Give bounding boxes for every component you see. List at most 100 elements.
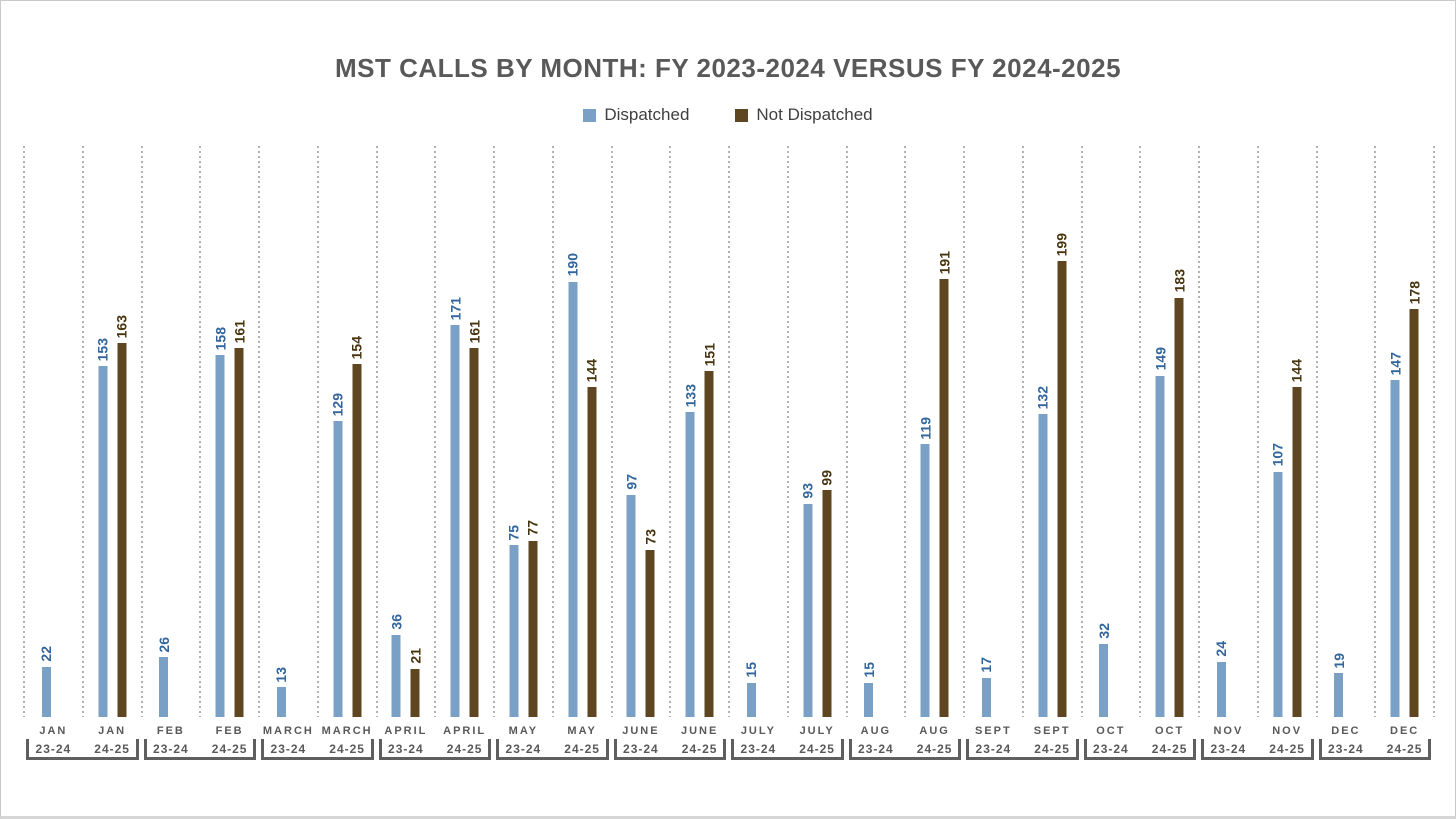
gridline [1139,146,1142,717]
legend-swatch-dispatched-icon [583,108,597,122]
gridline [199,146,202,717]
axis-fy-label: 23-24 [1093,742,1129,756]
legend: Dispatched Not Dispatched [1,105,1455,125]
bar-column: 171 [447,296,464,717]
axis-group-bracket [261,739,374,760]
gridline [845,146,848,717]
bar-column: 132 [1034,386,1051,717]
category-slot: 24 [1199,144,1258,717]
bar-column: 153 [95,338,111,717]
bar-dispatched [920,444,930,717]
bar-value-label: 129 [329,392,346,417]
bar-column: 183 [1171,269,1188,717]
gridline [669,146,672,717]
category-slot: 133 151 [670,144,729,717]
bar-column: 107 [1269,443,1286,717]
axis-month-label: APRIL [443,725,487,737]
axis-group-bracket [731,739,844,760]
bar-value-label: 24 [1213,641,1230,657]
bar-value-label: 161 [466,319,483,343]
bar-pair: 97 73 [623,474,658,717]
bar-dispatched [803,503,813,717]
bar-column: 77 [524,519,541,717]
axis-fy-label: 23-24 [1210,742,1247,756]
bar-value-label: 154 [348,335,365,360]
bar-value-label: 75 [505,524,522,541]
category-slot: 75 77 [494,144,553,717]
legend-swatch-not-dispatched-icon [735,108,749,122]
bar-value-label: 26 [155,636,172,653]
bar-column: 129 [329,392,346,717]
axis-group-bracket [1201,739,1314,760]
axis-fy-label: 24-25 [916,742,953,756]
bar-value-label: 132 [1034,386,1051,410]
axis-group-bracket [26,739,139,760]
bar-value-label: 107 [1269,443,1286,467]
gridline [1080,146,1083,717]
axis-group-bracket [966,739,1079,760]
axis-fy-label: 24-25 [1386,742,1423,756]
bar-not-dispatched [1292,386,1302,717]
bar-value-label: 77 [524,519,541,536]
bar-dispatched [1216,662,1226,717]
axis-fy-label: 24-25 [799,742,835,756]
bar-pair: 107 144 [1269,359,1305,717]
axis-fy-label: 23-24 [270,742,307,756]
gridline [1021,146,1024,717]
category-slot: 36 21 [377,144,436,717]
bar-value-label: 171 [447,296,464,321]
bar-not-dispatched [410,668,420,717]
bar-dispatched [1273,471,1283,717]
axis-fy-label: 24-25 [1034,742,1070,756]
category-slot: 129 154 [318,144,377,717]
bar-column: 24 [1213,641,1230,717]
axis-group-bracket [1083,739,1196,760]
bar-value-label: 183 [1171,269,1188,293]
bar-dispatched [864,682,874,717]
axis-fy-label: 23-24 [858,742,894,756]
category-slot: 149 183 [1140,144,1199,717]
bar-dispatched [1099,643,1109,717]
bar-column: 32 [1096,623,1112,717]
bar-pair: 22 [38,646,67,717]
bar-not-dispatched [528,540,538,717]
bar-column: 199 [1054,233,1070,717]
bar-column: 17 [978,657,994,717]
category-slot: 17 [964,144,1023,717]
axis-fy-label: 23-24 [153,742,189,756]
bar-pair: 17 [978,657,1007,717]
axis-month-label: MARCH [262,725,314,737]
category-slot: 97 73 [612,144,671,717]
bar-value-label: 15 [860,662,877,678]
axis-fy-label: 23-24 [1328,742,1364,756]
bar-pair: 24 [1213,641,1242,717]
bar-value-label: 151 [701,342,718,366]
bar-value-label: 97 [623,474,640,490]
bar-column: 93 [800,483,816,717]
gridline [258,146,260,717]
axis-fy-label: 23-24 [505,742,542,756]
plot-area: 22 153 163 26 158 161 13 129 154 36 21 171 161 75 77 19… [23,144,1435,717]
bar-value-label: 149 [1152,347,1169,371]
bar-not-dispatched [587,386,597,717]
axis-month-label: JUNE [622,725,660,737]
bar-dispatched [215,354,225,717]
bar-column: 133 [682,384,698,717]
axis-fy-label: 24-25 [1269,742,1305,756]
gridline [1374,146,1377,717]
bar-pair: 36 21 [388,614,423,717]
bar-pair: 132 199 [1034,233,1070,717]
bar-column: 178 [1406,281,1422,717]
category-slot: 93 99 [788,144,847,717]
axis-month-label: MAY [508,725,539,737]
bar-dispatched [159,657,169,717]
bar-column: 99 [819,470,835,717]
bar-pair: 15 [860,662,890,717]
category-slot: 22 [24,144,83,717]
bar-dispatched [1155,375,1165,717]
bar-value-label: 144 [583,358,600,382]
gridline [1315,146,1318,717]
bar-not-dispatched [1174,297,1184,717]
axis-fy-label: 24-25 [681,742,718,756]
